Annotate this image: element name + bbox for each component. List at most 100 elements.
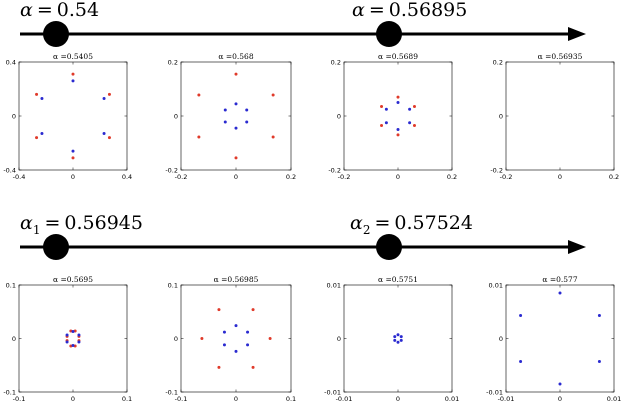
timeline-2: α1 = 0.56945 α2 = 0.57524 <box>20 212 586 260</box>
timeline-2-marker-1 <box>43 234 69 260</box>
x-tick-label: -0.2 <box>175 173 188 181</box>
red-point <box>412 123 416 127</box>
blue-point <box>408 121 412 125</box>
blue-point <box>40 132 44 136</box>
blue-point <box>558 382 562 386</box>
timeline-1-marker-1-equals: = <box>37 0 53 21</box>
blue-point <box>223 108 227 112</box>
red-point <box>271 93 275 97</box>
blue-point <box>223 120 227 124</box>
x-tick-label: 0 <box>558 395 562 403</box>
blue-point <box>234 324 238 328</box>
x-tick-label: 0.4 <box>122 173 132 181</box>
panel-4: α =0.56935 -0.2 0 0.2 0.2 0 -0.2 <box>490 52 619 181</box>
y-tick-label: 0 <box>174 335 178 343</box>
x-tick-label: 0.01 <box>445 395 459 403</box>
y-tick-label: -0.1 <box>3 388 16 396</box>
x-tick-label: -0.1 <box>175 395 188 403</box>
y-tick-label: 0 <box>337 112 341 120</box>
blue-point <box>71 79 75 83</box>
blue-point <box>396 128 400 131</box>
blue-point <box>71 343 75 347</box>
panel-frame <box>343 61 453 171</box>
x-tick-label: 0 <box>396 395 400 403</box>
panel-title: α =0.56985 <box>214 275 259 284</box>
x-tick-label: 0.2 <box>447 173 457 181</box>
y-tick-label: 0.1 <box>168 281 178 289</box>
red-point <box>71 156 75 160</box>
red-point <box>197 93 201 97</box>
timeline-2-arrowhead <box>568 240 586 254</box>
blue-point <box>71 149 75 153</box>
blue-point <box>399 335 403 339</box>
y-tick-label: 0 <box>337 335 341 343</box>
blue-point <box>396 340 400 344</box>
timeline-1-marker-1-symbol: α <box>20 0 33 21</box>
timeline-1-marker-2-label: α = 0.56895 <box>352 0 467 21</box>
blue-point <box>234 126 238 130</box>
y-tick-label: 0 <box>12 335 16 343</box>
blue-point <box>234 102 238 106</box>
panel-frame <box>343 284 453 393</box>
y-tick-label: -0.2 <box>490 166 503 174</box>
x-tick-label: 0.2 <box>609 173 619 181</box>
x-tick-label: -0.2 <box>500 173 513 181</box>
timeline-2-marker-1-equals: = <box>44 212 60 234</box>
blue-point <box>393 338 397 342</box>
red-point <box>217 308 221 312</box>
blue-point <box>245 108 249 112</box>
panel-frame <box>18 61 128 171</box>
scatter-panels: α =0.5405 -0.4 0 0.4 0.4 0 -0.4 α =0.568 -0.2 0 0.… <box>3 52 621 403</box>
red-point <box>251 365 255 369</box>
x-tick-label: 0 <box>71 173 75 181</box>
red-point <box>412 105 416 109</box>
y-tick-label: 0.1 <box>6 281 16 289</box>
panel-title: α =0.5689 <box>378 52 418 61</box>
timeline-2-marker-2-subscript: 2 <box>363 223 371 237</box>
timeline-1-marker-2-symbol: α <box>352 0 365 21</box>
y-tick-label: 0 <box>499 112 503 120</box>
red-point <box>35 136 39 140</box>
blue-point <box>234 349 238 353</box>
red-point <box>107 92 111 96</box>
y-tick-label: -0.01 <box>486 388 503 396</box>
blue-point <box>65 333 69 337</box>
red-point <box>71 72 75 76</box>
x-tick-label: 0 <box>234 173 238 181</box>
timeline-1-arrowhead <box>568 27 586 41</box>
x-tick-label: 0 <box>234 395 238 403</box>
timeline-1-marker-1-value: 0.54 <box>57 0 99 21</box>
blue-point <box>71 330 75 334</box>
timeline-2-marker-1-subscript: 1 <box>33 223 41 237</box>
x-tick-label: 0.01 <box>607 395 621 403</box>
blue-point <box>102 96 106 100</box>
blue-point <box>77 340 81 344</box>
panel-frame <box>180 61 292 171</box>
timeline-1-marker-2 <box>376 21 402 47</box>
blue-point <box>40 96 44 100</box>
blue-point <box>408 107 412 111</box>
timeline-2-marker-1-label: α1 = 0.56945 <box>20 212 143 237</box>
blue-point <box>519 360 523 364</box>
panel-6: α =0.56985 -0.1 0 0.1 0.1 0 -0.1 <box>165 275 296 403</box>
timeline-2-marker-2-symbol: α <box>350 212 363 234</box>
y-tick-label: 0.2 <box>168 58 178 66</box>
blue-point <box>245 120 249 124</box>
red-point <box>268 337 272 340</box>
y-tick-label: 0 <box>499 335 503 343</box>
y-tick-label: 0 <box>174 112 178 120</box>
y-tick-label: 0.2 <box>331 58 341 66</box>
red-point <box>251 308 255 312</box>
blue-point <box>384 107 388 111</box>
y-tick-label: -0.2 <box>165 166 178 174</box>
panel-2: α =0.568 -0.2 0 0.2 0.2 0 -0.2 <box>165 52 296 181</box>
blue-point <box>399 338 403 342</box>
blue-point <box>396 333 400 337</box>
blue-point <box>102 132 106 136</box>
blue-point <box>65 340 69 344</box>
timeline-1: α = 0.54 α = 0.56895 <box>20 0 586 47</box>
blue-point <box>246 343 250 347</box>
blue-point <box>597 313 601 317</box>
x-tick-label: -0.1 <box>13 395 26 403</box>
